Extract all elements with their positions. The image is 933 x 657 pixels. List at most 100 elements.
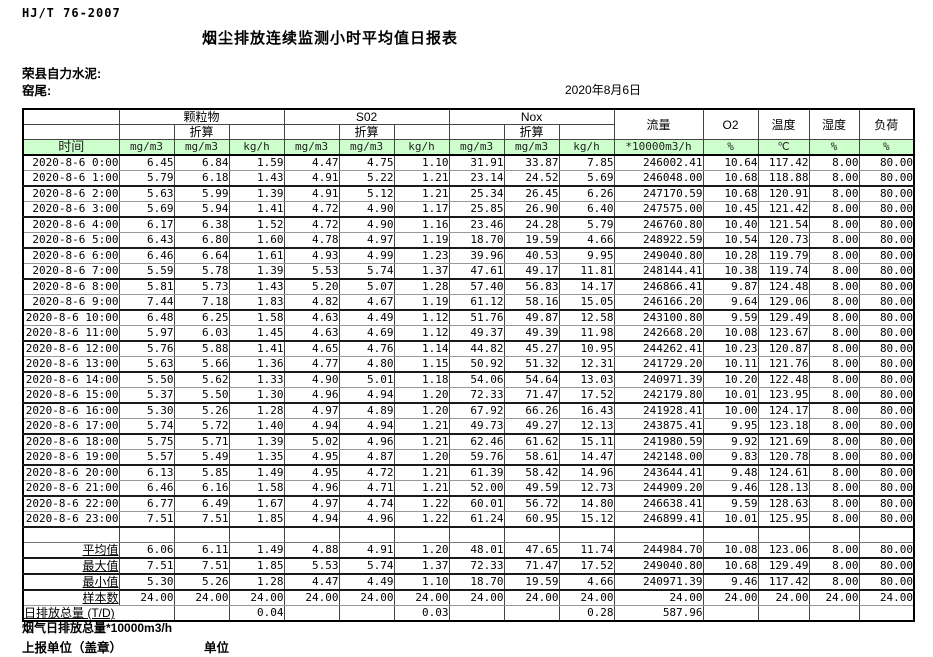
- value-cell: 17.52: [558, 387, 615, 404]
- value-cell: 1.21: [393, 465, 450, 481]
- value-cell: 10.68: [702, 170, 759, 187]
- value-cell: 241980.59: [613, 434, 704, 450]
- value-cell: 6.25: [173, 310, 230, 326]
- value-cell: 11.98: [558, 325, 615, 342]
- time-cell: 2020-8-6 0:00: [22, 155, 120, 171]
- time-cell: 2020-8-6 15:00: [22, 387, 120, 404]
- daily-total-cell: [858, 605, 915, 621]
- value-cell: 8.00: [808, 434, 860, 450]
- value-cell: 1.83: [228, 294, 285, 311]
- unit-cell: %: [808, 139, 860, 156]
- summary-value-cell: 5.26: [173, 574, 230, 591]
- value-cell: 9.95: [558, 248, 615, 264]
- value-cell: 61.12: [448, 294, 505, 311]
- summary-value-cell: 8.00: [808, 542, 860, 559]
- value-cell: 5.57: [118, 449, 175, 466]
- value-cell: 4.94: [338, 418, 395, 435]
- time-cell: 2020-8-6 14:00: [22, 372, 120, 388]
- value-cell: 122.48: [757, 372, 810, 388]
- blank-cell: [228, 124, 285, 140]
- value-cell: 4.94: [283, 418, 340, 435]
- blank-cell: [558, 124, 615, 140]
- daily-total-cell: [503, 605, 560, 621]
- value-cell: 44.82: [448, 341, 505, 357]
- table-row: 2020-8-6 4:00 6.17 6.38 1.52 4.72 4.90 1.16 23.…: [22, 217, 915, 233]
- value-cell: 6.16: [173, 480, 230, 497]
- table-row: 2020-8-6 5:00 6.43 6.80 1.60 4.78 4.97 1.19 18.…: [22, 232, 915, 249]
- value-cell: 10.40: [702, 217, 759, 233]
- value-cell: 39.96: [448, 248, 505, 264]
- value-cell: 246002.41: [613, 155, 704, 171]
- value-cell: 128.63: [757, 496, 810, 512]
- value-cell: 5.62: [173, 372, 230, 388]
- value-cell: 5.50: [118, 372, 175, 388]
- value-cell: 49.39: [503, 325, 560, 342]
- value-cell: 244262.41: [613, 341, 704, 357]
- value-cell: 4.67: [338, 294, 395, 311]
- value-cell: 5.49: [173, 449, 230, 466]
- value-cell: 47.61: [448, 263, 505, 280]
- value-cell: 25.34: [448, 186, 505, 202]
- summary-value-cell: 24.00: [393, 590, 450, 606]
- value-cell: 5.66: [173, 356, 230, 373]
- value-cell: 80.00: [858, 403, 915, 419]
- blank-cell: [283, 527, 340, 543]
- value-cell: 5.73: [173, 279, 230, 295]
- value-cell: 10.01: [702, 511, 759, 528]
- value-cell: 7.51: [173, 511, 230, 528]
- value-cell: 246760.80: [613, 217, 704, 233]
- value-cell: 4.96: [338, 434, 395, 450]
- converted-label-nox: 折算: [503, 124, 560, 140]
- value-cell: 80.00: [858, 325, 915, 342]
- time-cell: 2020-8-6 21:00: [22, 480, 120, 497]
- value-cell: 120.91: [757, 186, 810, 202]
- value-cell: 124.48: [757, 279, 810, 295]
- blank-cell: [558, 527, 615, 543]
- spacer-row: [22, 527, 915, 543]
- summary-value-cell: 123.06: [757, 542, 810, 559]
- summary-value-cell: 5.30: [118, 574, 175, 591]
- summary-value-cell: 8.00: [808, 558, 860, 575]
- summary-value-cell: 24.00: [503, 590, 560, 606]
- value-cell: 5.53: [283, 263, 340, 280]
- value-cell: 1.20: [393, 403, 450, 419]
- value-cell: 6.46: [118, 248, 175, 264]
- value-cell: 1.58: [228, 310, 285, 326]
- value-cell: 1.61: [228, 248, 285, 264]
- time-cell: 2020-8-6 2:00: [22, 186, 120, 202]
- value-cell: 125.95: [757, 511, 810, 528]
- summary-value-cell: 24.00: [118, 590, 175, 606]
- blank-cell: [393, 527, 450, 543]
- summary-row: 最大值 7.51 7.51 1.85 5.53 5.74 1.37 72.33 71.47 17.…: [22, 558, 915, 575]
- blank-cell: [448, 527, 505, 543]
- value-cell: 12.58: [558, 310, 615, 326]
- value-cell: 4.97: [283, 403, 340, 419]
- value-cell: 5.74: [118, 418, 175, 435]
- value-cell: 15.11: [558, 434, 615, 450]
- value-cell: 243100.80: [613, 310, 704, 326]
- value-cell: 1.36: [228, 356, 285, 373]
- time-cell: 2020-8-6 20:00: [22, 465, 120, 481]
- time-cell: 2020-8-6 18:00: [22, 434, 120, 450]
- value-cell: 6.38: [173, 217, 230, 233]
- summary-value-cell: 47.65: [503, 542, 560, 559]
- value-cell: 4.47: [283, 155, 340, 171]
- value-cell: 9.95: [702, 418, 759, 435]
- value-cell: 6.46: [118, 480, 175, 497]
- summary-value-cell: 24.00: [448, 590, 505, 606]
- corner-cell: [22, 109, 120, 125]
- unit-cell: mg/m3: [503, 139, 560, 156]
- table-row: 2020-8-6 21:00 6.46 6.16 1.58 4.96 4.71 1.21 52…: [22, 480, 915, 497]
- value-cell: 5.12: [338, 186, 395, 202]
- summary-row: 样本数 24.00 24.00 24.00 24.00 24.00 24.00 24.00 24…: [22, 590, 915, 606]
- value-cell: 18.70: [448, 232, 505, 249]
- unit-cell: mg/m3: [173, 139, 230, 156]
- value-cell: 58.42: [503, 465, 560, 481]
- summary-value-cell: 6.06: [118, 542, 175, 559]
- col-header-temperature: 温度: [757, 109, 810, 140]
- table-row: 2020-8-6 23:00 7.51 7.51 1.85 4.94 4.96 1.22 61…: [22, 511, 915, 528]
- summary-value-cell: 249040.80: [613, 558, 704, 575]
- summary-value-cell: 24.00: [808, 590, 860, 606]
- company-name: 荣县自力水泥:: [22, 67, 102, 81]
- value-cell: 31.91: [448, 155, 505, 171]
